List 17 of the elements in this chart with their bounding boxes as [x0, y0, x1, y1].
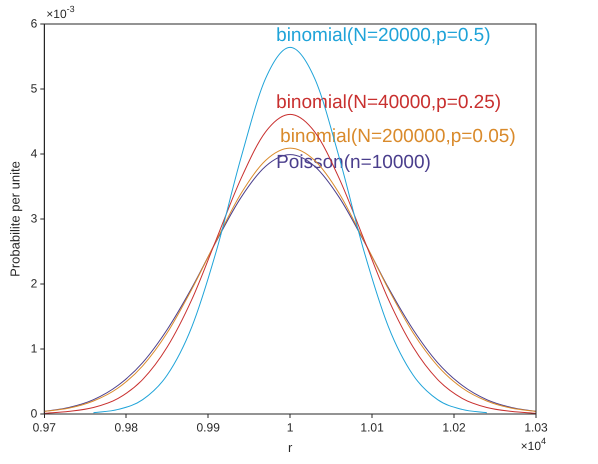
y-tick-label: 0 — [30, 406, 38, 420]
x-axis-title: r — [288, 440, 293, 455]
y-tick-label: 5 — [30, 81, 38, 96]
x-tick-label: 1.02 — [442, 420, 466, 435]
x-tick-label: 1.01 — [360, 420, 384, 435]
y-tick-label: 2 — [30, 276, 38, 290]
y-tick-label: 4 — [30, 146, 38, 160]
y-tick-label: 1 — [30, 341, 38, 356]
x-tick-label: 0.97 — [32, 420, 56, 435]
x-tick-label: 1 — [286, 420, 294, 435]
series-label: binomial(N=20000,p=0.5) — [276, 25, 491, 46]
x-tick-label: 0.99 — [196, 420, 220, 435]
y-axis-title: Probabilite per unite — [7, 161, 22, 277]
y-tick-label: 3 — [30, 211, 38, 226]
y-tick-label: 6 — [30, 16, 38, 30]
x-tick-label: 0.98 — [114, 420, 138, 435]
x-tick-label: 1.03 — [524, 420, 548, 435]
